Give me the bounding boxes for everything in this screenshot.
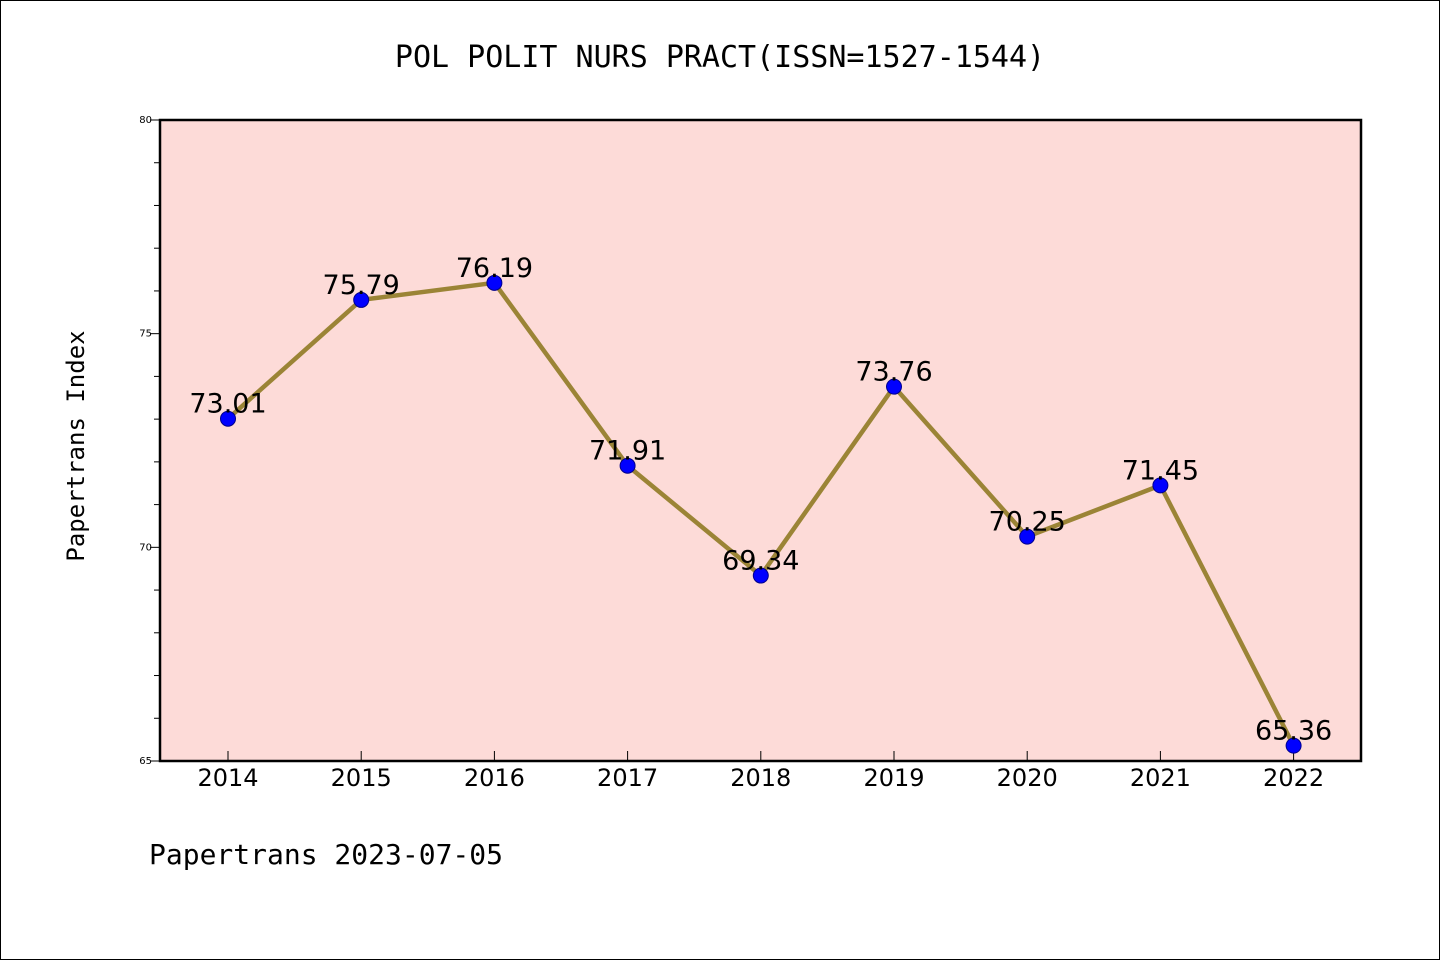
data-label: 75.79: [323, 270, 400, 301]
plot-frame: [158, 118, 1363, 763]
x-tick-label: 2022: [1263, 764, 1324, 792]
footer-date: Papertrans 2023-07-05: [149, 838, 503, 871]
data-point: [1019, 528, 1036, 545]
x-tick-label: 2018: [730, 764, 791, 792]
data-label: 73.76: [855, 357, 932, 388]
data-point: [220, 410, 236, 427]
series-layer: [220, 274, 1302, 754]
data-point: [353, 291, 370, 308]
x-tick-label: 2014: [197, 764, 258, 792]
data-label: 65.36: [1255, 716, 1332, 747]
x-tick-label: 2019: [863, 764, 924, 792]
data-point: [886, 378, 902, 395]
data-label: 71.45: [1122, 455, 1199, 486]
y-tick-label: 65: [139, 756, 152, 767]
y-axis-label: Papertrans Index: [62, 330, 90, 561]
data-point: [486, 274, 503, 291]
x-tick-label: 2021: [1130, 764, 1191, 792]
x-tick-label: 2020: [997, 764, 1058, 792]
x-tick-label: 2016: [464, 764, 525, 792]
x-tick-label: 2017: [597, 764, 658, 792]
data-label: 69.34: [722, 546, 799, 577]
x-axis-ticks: 2014 2015 2016 2017 2018 2019 2020 2021 2022: [197, 751, 1324, 792]
y-tick-label: 75: [139, 329, 152, 340]
data-point: [619, 457, 636, 474]
data-label: 73.01: [189, 389, 266, 420]
data-point: [1152, 477, 1169, 494]
data-point: [752, 567, 769, 584]
x-tick-label: 2015: [331, 764, 392, 792]
y-tick-label: 80: [139, 115, 152, 126]
data-label-layer: 73.01 75.79 76.19 71.91 69.34 73.76 70.25 71.45…: [189, 253, 1332, 747]
data-label: 76.19: [456, 253, 533, 284]
chart-title: POL POLIT NURS PRACT(ISSN=1527-1544): [395, 40, 1045, 75]
data-point: [1285, 737, 1302, 754]
plot-area: [160, 120, 1361, 761]
data-label: 71.91: [589, 436, 666, 467]
y-tick-label: 70: [139, 542, 152, 553]
data-label: 70.25: [989, 507, 1066, 538]
